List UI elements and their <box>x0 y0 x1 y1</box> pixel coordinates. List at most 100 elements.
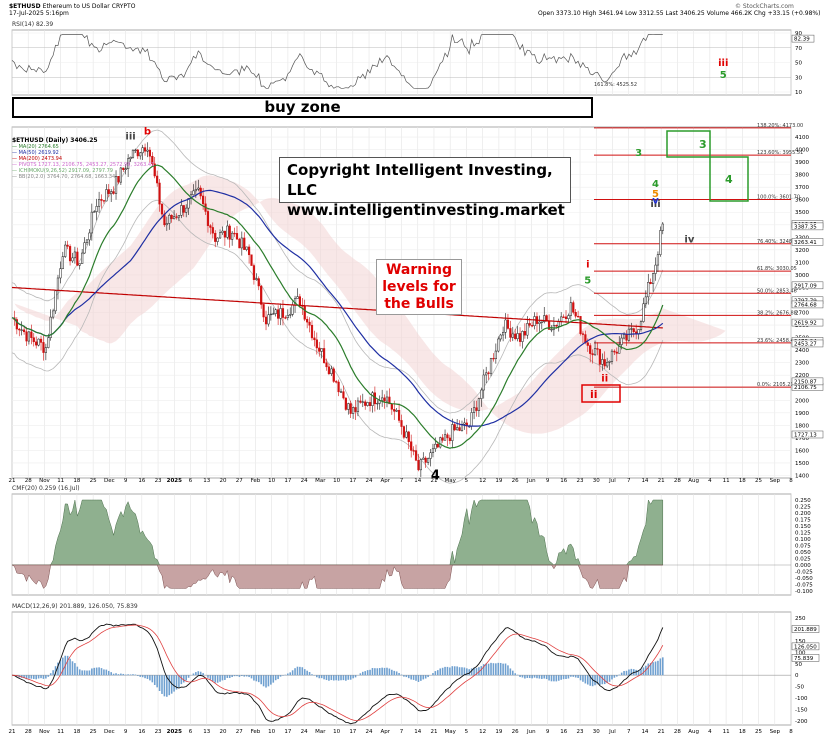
x-tick-label: Feb <box>251 478 261 484</box>
macd-histogram-bar <box>405 675 408 678</box>
candle-body <box>475 407 478 411</box>
cmf-negative-area <box>11 564 663 589</box>
macd-histogram-bar <box>603 675 606 685</box>
macd-histogram-bar <box>224 675 226 680</box>
macd-histogram-bar <box>42 675 45 679</box>
candle-body <box>543 315 546 323</box>
wave-ii-label: ii <box>590 388 598 401</box>
fib-label: 50.0%: 2853.46 <box>757 288 797 294</box>
macd-line <box>11 623 664 725</box>
macd-histogram-bar <box>199 671 202 676</box>
macd-histogram-bar <box>342 675 345 681</box>
candle-body <box>143 147 147 152</box>
candle-body <box>504 319 507 333</box>
candle-body <box>400 420 403 427</box>
macd-histogram-bar <box>139 675 142 677</box>
x-tick-label: 11 <box>723 478 730 484</box>
macd-histogram-bar <box>441 667 444 676</box>
candle-body <box>562 316 565 318</box>
candle-body <box>472 407 476 413</box>
rsi-line-path <box>11 34 663 89</box>
candle-body <box>448 437 451 441</box>
macd-histogram-bar <box>221 675 224 681</box>
macd-histogram-bar <box>594 675 596 686</box>
candle-body <box>228 225 231 240</box>
price-tick: 1900 <box>795 411 809 417</box>
candle-body <box>509 328 512 338</box>
candle-body <box>175 216 178 218</box>
macd-tick: -200 <box>795 719 808 725</box>
price-badge <box>791 300 824 309</box>
candle-body <box>397 410 401 421</box>
x-tick-label: 26 <box>512 478 519 484</box>
macd-histogram-bar <box>115 673 117 676</box>
candle-body <box>114 176 118 194</box>
macd-histogram-bar <box>23 675 25 679</box>
candle-body <box>172 216 176 220</box>
candle-body <box>371 392 374 406</box>
candle-body <box>112 191 115 194</box>
macd-histogram-bar <box>487 663 490 676</box>
macd-histogram-bar <box>291 670 294 676</box>
macd-histogram-bar <box>238 675 241 677</box>
target-box-3 <box>666 130 711 158</box>
macd-histogram-bar <box>86 670 88 676</box>
macd-histogram-bar <box>374 668 376 676</box>
macd-histogram-bar <box>345 675 347 681</box>
macd-histogram-bar <box>422 675 425 680</box>
candle-body <box>436 443 439 448</box>
candle-body <box>598 349 601 365</box>
price-badge <box>791 430 824 439</box>
legend-item: — MA(200) 2473.94 <box>12 156 63 162</box>
macd-histogram-bar <box>325 675 328 681</box>
macd-histogram-bar <box>427 675 429 678</box>
candle-body <box>456 427 459 431</box>
candle-body <box>247 246 251 256</box>
copyright-line-1: Copyright Intelligent Investing, LLC <box>287 161 553 199</box>
macd-histogram-bar <box>485 663 487 676</box>
x-tick-label: 10 <box>268 478 275 484</box>
candle-body <box>257 278 260 287</box>
wave-ii-box <box>581 384 621 403</box>
fib-label: 138.20%: 4173.00 <box>757 123 803 129</box>
macd-histogram-bar <box>81 670 83 676</box>
macd-histogram-bar <box>531 675 533 679</box>
candle-body <box>37 338 40 346</box>
wave-label: b <box>144 127 151 138</box>
candle-body <box>153 163 156 177</box>
x-tick-label: May <box>445 478 457 484</box>
macd-histogram-bar <box>514 673 517 676</box>
price-tick: 1400 <box>795 473 809 479</box>
candle-body <box>492 357 495 360</box>
x-tick-label: Jul <box>608 478 616 484</box>
macd-histogram-bar <box>228 675 231 678</box>
candle-body <box>160 203 164 215</box>
macd-histogram-bar <box>132 674 134 676</box>
price-tick: 3000 <box>795 273 809 279</box>
macd-histogram-bar <box>161 675 163 694</box>
macd-histogram-bar <box>649 662 652 676</box>
candle-body <box>165 223 168 226</box>
x-tick-label: 21 <box>430 478 437 484</box>
candle-body <box>306 319 309 323</box>
moving-averages <box>11 164 664 449</box>
price-badge-text: 2619.92 <box>794 321 817 327</box>
macd-histogram-bar <box>45 675 47 679</box>
macd-histogram-bar <box>407 675 410 679</box>
candle-body <box>581 333 585 335</box>
macd-histogram-bar <box>499 662 502 676</box>
candle-body <box>124 168 127 170</box>
candle-body <box>652 273 655 284</box>
macd-histogram-bar <box>543 675 546 679</box>
price-badge-text: 3263.41 <box>794 240 817 246</box>
macd-histogram-bar <box>398 672 400 676</box>
x-tick-label: 11 <box>723 729 730 735</box>
candle-body <box>344 397 347 410</box>
x-tick-label: 9 <box>546 478 550 484</box>
candle-body <box>180 205 183 216</box>
candle-body <box>531 325 534 327</box>
x-tick-label: 20 <box>219 729 226 735</box>
candle-body <box>245 246 248 250</box>
ichimoku-cloud-fill <box>12 175 726 434</box>
price-tick: 1500 <box>795 461 809 467</box>
